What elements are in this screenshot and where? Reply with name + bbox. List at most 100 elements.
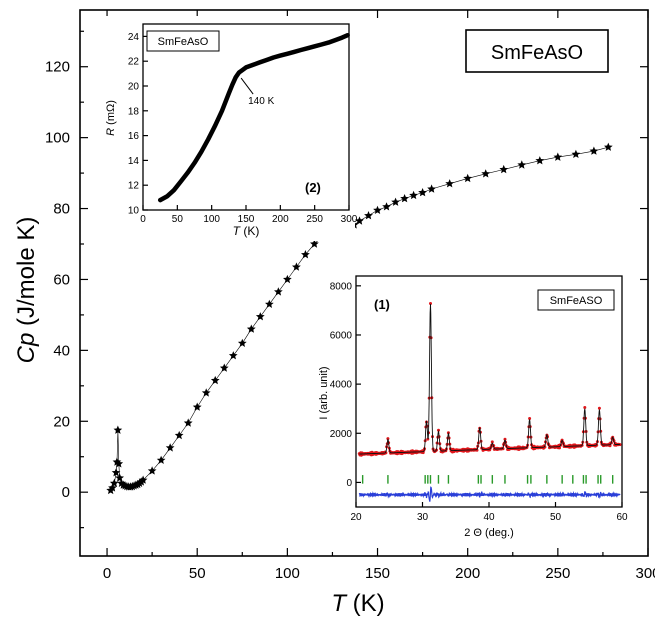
main-y-tick-label: 100: [45, 130, 70, 147]
main-data-point: [535, 156, 545, 165]
main-x-tick-label: 0: [103, 565, 111, 582]
inset-xrd-y-tick-label: 4000: [330, 380, 353, 391]
inset-resistance-y-tick-label: 24: [128, 32, 140, 43]
main-x-tick-label: 250: [545, 565, 570, 582]
inset-resistance-x-tick-label: 0: [140, 214, 146, 225]
main-axis-ticks: 050100150200250300020406080100120: [45, 10, 655, 582]
main-data-point: [219, 363, 229, 372]
main-data-point: [109, 478, 119, 487]
main-y-tick-label: 40: [53, 342, 70, 359]
inset-resistance-y-tick-label: 20: [128, 82, 140, 93]
inset-xrd-observed-point: [528, 417, 532, 420]
main-data-point: [201, 388, 211, 397]
inset-xrd-observed-point: [429, 302, 432, 305]
inset-xrd-calculated-curve: [359, 303, 620, 455]
main-data-point: [364, 211, 373, 220]
main-x-tick-label: 200: [455, 565, 480, 582]
inset-xrd-observed-point: [583, 406, 587, 409]
main-data-point: [355, 216, 364, 225]
inset-xrd-y-tick-label: 8000: [330, 281, 353, 292]
main-y-axis-unit: (J/mole K): [13, 217, 40, 333]
main-plot-frame: [79, 9, 649, 557]
main-y-axis-var: Cp: [13, 333, 40, 364]
inset-resistance-x-tick-label: 300: [341, 214, 358, 225]
main-data-point: [373, 205, 382, 214]
inset-xrd-y-tick-label: 2000: [330, 429, 353, 440]
main-data-point: [382, 202, 391, 211]
main-data-point: [156, 455, 166, 464]
main-data-point: [138, 475, 148, 484]
inset-xrd-x-tick-label: 30: [417, 512, 429, 523]
main-data-point: [409, 190, 418, 200]
main-data-point: [113, 425, 123, 434]
main-x-tick-label: 150: [365, 565, 390, 582]
inset-resistance-legend-box: [146, 30, 220, 52]
main-data-point: [246, 324, 256, 333]
inset-resistance-y-tick-label: 16: [128, 131, 140, 142]
inset-resistance-legend-label: SmFeAsO: [158, 36, 209, 48]
main-data-point: [481, 169, 491, 178]
inset-resistance-x-tick-label: 200: [272, 214, 289, 225]
main-x-tick-label: 100: [275, 565, 300, 582]
main-data-point: [237, 338, 247, 347]
main-y-axis-label: Cp (J/mole K): [13, 217, 40, 364]
inset-resistance-x-tick-label: 250: [306, 214, 323, 225]
main-data-point: [111, 468, 121, 477]
inset-resistance-curve: [157, 32, 350, 203]
inset-resistance-y-tick-label: 10: [128, 206, 140, 217]
main-data-point: [114, 459, 124, 468]
main-data-point: [589, 146, 599, 155]
inset-xrd-observed-point: [503, 437, 507, 441]
main-data-point: [108, 483, 117, 492]
inset-resistance-x-tick-label: 150: [238, 214, 255, 225]
main-x-axis-var: T: [331, 590, 348, 617]
main-y-tick-label: 120: [45, 59, 70, 76]
inset-xrd-y-label: I (arb. unit): [318, 366, 330, 419]
inset-resistance-y-tick-label: 12: [128, 181, 140, 192]
inset-xrd-x-tick-label: 20: [350, 512, 362, 523]
main-data-point: [517, 160, 527, 169]
main-data-point: [427, 184, 436, 193]
main-data-point: [292, 262, 301, 271]
main-y-tick-label: 60: [53, 271, 70, 288]
inset-xrd-ticks: 20 30 40 50 60 0 2000 4000 6000 8000: [330, 281, 628, 523]
inset-resistance-panel-label: (2): [305, 180, 321, 195]
main-data-point: [210, 375, 220, 385]
main-x-tick-label: 50: [189, 565, 206, 582]
inset-xrd-legend-box: [537, 289, 615, 311]
main-chart: 050100150200250300020406080100120 T (K) …: [13, 9, 655, 617]
inset-resistance-x-label: T (K): [233, 224, 260, 238]
inset-resistance-y-tick-label: 22: [128, 57, 140, 68]
main-data-point: [174, 430, 184, 440]
inset-xrd-bragg-markers: [361, 475, 614, 484]
main-data-point: [183, 418, 193, 427]
inset-xrd-observed-point: [543, 445, 547, 449]
main-data-point: [265, 299, 274, 308]
inset-xrd-panel-label: (1): [374, 297, 390, 312]
main-y-tick-label: 0: [62, 484, 70, 501]
inset-resistance-x-tick-label: 50: [172, 214, 184, 225]
main-data-point: [463, 173, 473, 183]
main-x-axis-unit: (K): [346, 590, 385, 617]
inset-resistance-annotation-pointer: [240, 77, 254, 95]
main-legend-box: [465, 29, 609, 73]
inset-xrd-x-tick-label: 60: [616, 512, 628, 523]
inset-resistance-ticks: 0 50 100 150 200 250 300 10 12 14 16 18 20 22 24: [128, 32, 358, 225]
inset-resistance-x-var: T: [233, 224, 242, 238]
main-data-point: [418, 188, 427, 197]
inset-xrd-y-tick-label: 6000: [330, 330, 353, 341]
main-x-tick-label: 300: [635, 565, 655, 582]
main-data-point: [400, 194, 409, 203]
inset-resistance-x-tick-label: 100: [203, 214, 220, 225]
main-data-point: [571, 149, 581, 158]
main-data-point: [255, 312, 265, 321]
inset-xrd-difference-curve: [358, 486, 621, 502]
inset-resistance-y-tick-label: 14: [128, 156, 140, 167]
main-data-point: [553, 152, 563, 161]
inset-xrd-observed-point: [501, 447, 505, 451]
inset-xrd-observed-point: [597, 406, 601, 410]
main-data-point: [499, 164, 509, 174]
inset-resistance-x-unit: (K): [240, 224, 259, 238]
inset-xrd-observed-point: [384, 451, 388, 455]
